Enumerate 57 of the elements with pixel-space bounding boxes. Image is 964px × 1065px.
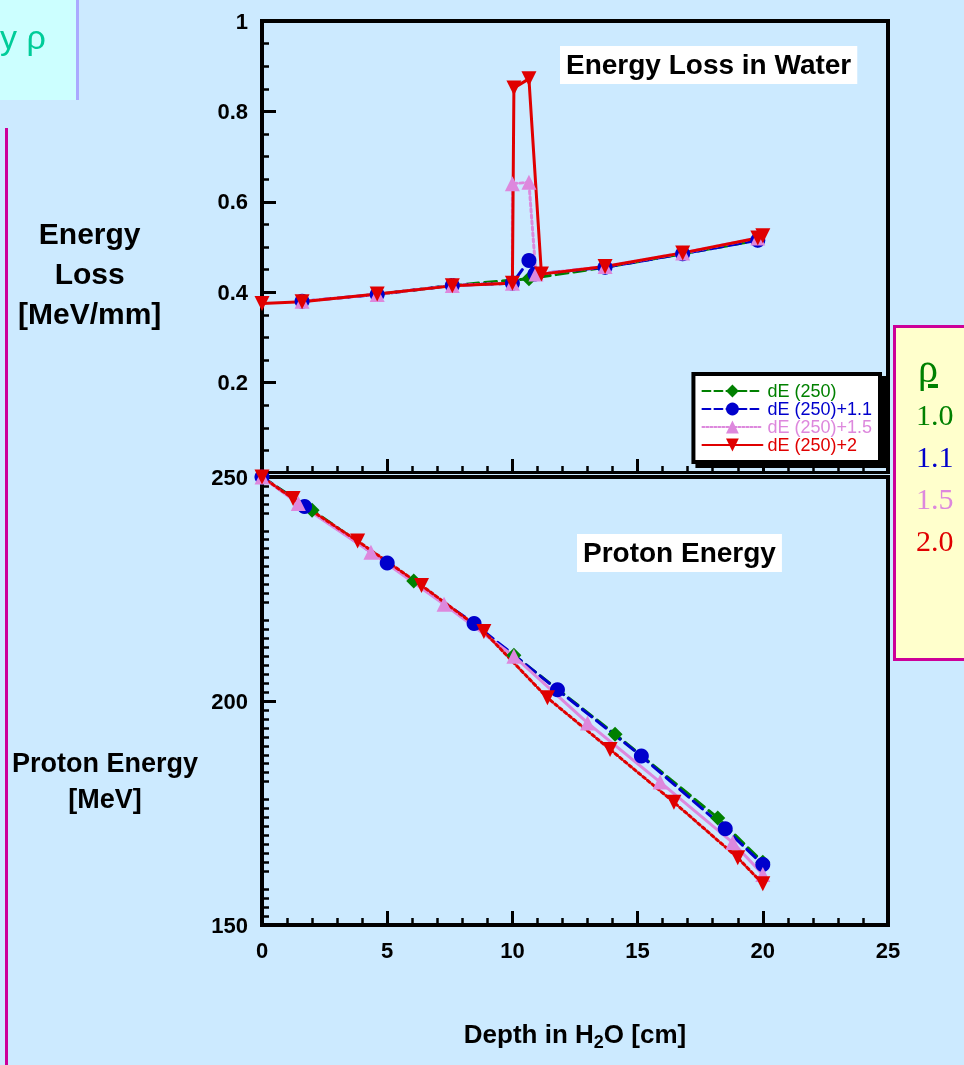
y-tick-label: 150	[211, 912, 248, 938]
point	[350, 533, 366, 549]
y-tick-label: 0.2	[217, 370, 248, 396]
point	[755, 228, 771, 244]
point	[725, 835, 741, 851]
y-tick-label: 0.6	[217, 189, 248, 215]
point	[652, 774, 668, 790]
x-tick-label: 20	[750, 937, 776, 963]
point	[290, 495, 306, 511]
x-tick-label: 15	[625, 937, 650, 963]
point	[633, 748, 649, 764]
x-tick-label: 5	[381, 937, 394, 963]
point	[254, 296, 270, 311]
y-axis-title: Energy Loss [MeV/mm]	[18, 216, 162, 330]
point	[717, 821, 733, 837]
y-tick-label: 0.8	[217, 98, 248, 124]
point	[379, 555, 395, 571]
point	[710, 810, 726, 826]
point	[539, 690, 555, 706]
x-tick-label: 10	[500, 937, 525, 963]
legend-label: dE (250)+2	[767, 435, 857, 455]
text: 1.0	[916, 398, 954, 432]
point	[414, 577, 429, 593]
x-tick-label: 25	[875, 937, 901, 963]
point	[436, 596, 452, 612]
point	[521, 253, 537, 269]
point	[521, 174, 537, 190]
y-tick-label: 250	[211, 464, 248, 490]
point	[533, 266, 549, 282]
y-tick-label: 0.4	[217, 279, 249, 305]
text: ρ	[918, 345, 938, 392]
point	[476, 624, 492, 640]
point	[607, 726, 623, 742]
text: y ρ	[0, 18, 46, 57]
point	[755, 876, 771, 892]
point	[506, 80, 522, 96]
point	[521, 71, 537, 87]
text: 2.0	[916, 524, 954, 558]
point	[363, 544, 379, 560]
point	[580, 715, 596, 731]
text: 1.5	[916, 482, 954, 516]
y-tick-label: 200	[211, 688, 248, 714]
text: 1.1	[916, 440, 954, 474]
y-axis-title: Proton Energy [MeV]	[11, 748, 199, 814]
point	[504, 176, 520, 192]
text: Energy Loss in Water	[566, 48, 852, 80]
point	[730, 850, 746, 866]
y-tick-label: 1	[235, 8, 248, 34]
point	[285, 491, 301, 506]
legend-label: dE (250)+1.1	[767, 399, 873, 419]
x-tick-label: 0	[255, 937, 269, 963]
legend-label: dE (250)+1.5	[767, 417, 873, 437]
legend-label: dE (250)	[767, 381, 837, 401]
point	[549, 682, 565, 698]
text: Proton Energy	[583, 536, 777, 568]
point	[666, 794, 682, 810]
point	[602, 741, 618, 757]
